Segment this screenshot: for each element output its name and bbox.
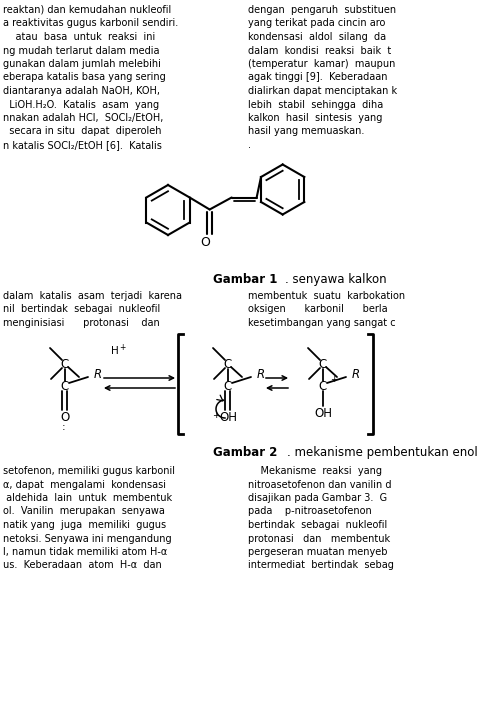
Text: dengan  pengaruh  substituen: dengan pengaruh substituen (248, 5, 396, 15)
Text: yang terikat pada cincin aro: yang terikat pada cincin aro (248, 19, 385, 28)
Text: O: O (60, 411, 70, 424)
Text: protonasi   dan   membentuk: protonasi dan membentuk (248, 534, 390, 544)
Text: hasil yang memuaskan.: hasil yang memuaskan. (248, 126, 364, 136)
Text: diantaranya adalah NaOH, KOH,: diantaranya adalah NaOH, KOH, (3, 86, 160, 96)
Text: nitroasetofenon dan vanilin d: nitroasetofenon dan vanilin d (248, 479, 391, 490)
Text: netoksi. Senyawa ini mengandung: netoksi. Senyawa ini mengandung (3, 534, 172, 544)
Text: gunakan dalam jumlah melebihi: gunakan dalam jumlah melebihi (3, 59, 161, 69)
Text: OH: OH (314, 407, 332, 420)
Text: .: . (248, 140, 251, 150)
Text: menginisiasi      protonasi    dan: menginisiasi protonasi dan (3, 318, 160, 328)
Text: dalam  kondisi  reaksi  baik  t: dalam kondisi reaksi baik t (248, 45, 391, 56)
Text: ng mudah terlarut dalam media: ng mudah terlarut dalam media (3, 45, 160, 56)
Text: C: C (224, 357, 232, 370)
Text: Gambar 2: Gambar 2 (213, 446, 277, 459)
Text: pergeseran muatan menyeb: pergeseran muatan menyeb (248, 547, 387, 557)
Text: n katalis SOCl₂/EtOH [6].  Katalis: n katalis SOCl₂/EtOH [6]. Katalis (3, 140, 162, 150)
Text: (temperatur  kamar)  maupun: (temperatur kamar) maupun (248, 59, 395, 69)
Text: ol.  Vanilin  merupakan  senyawa: ol. Vanilin merupakan senyawa (3, 507, 165, 516)
Text: R: R (257, 367, 265, 380)
Text: +: + (213, 411, 220, 420)
Text: dalam  katalis  asam  terjadi  karena: dalam katalis asam terjadi karena (3, 291, 182, 301)
Text: kondensasi  aldol  silang  da: kondensasi aldol silang da (248, 32, 386, 42)
Text: R: R (94, 367, 102, 380)
Text: . senyawa kalkon: . senyawa kalkon (285, 273, 386, 286)
Text: agak tinggi [9].  Keberadaan: agak tinggi [9]. Keberadaan (248, 72, 387, 82)
Text: +: + (330, 375, 337, 385)
Text: atau  basa  untuk  reaksi  ini: atau basa untuk reaksi ini (3, 32, 155, 42)
Text: C: C (61, 380, 69, 393)
Text: Gambar 1: Gambar 1 (213, 273, 277, 286)
Text: l, namun tidak memiliki atom H-α: l, namun tidak memiliki atom H-α (3, 547, 167, 557)
Text: nil  bertindak  sebagai  nukleofil: nil bertindak sebagai nukleofil (3, 305, 160, 315)
Text: +: + (119, 344, 125, 352)
Text: intermediat  bertindak  sebag: intermediat bertindak sebag (248, 560, 394, 570)
Text: O: O (201, 237, 211, 250)
Text: C: C (319, 380, 327, 393)
Text: oksigen      karbonil      berla: oksigen karbonil berla (248, 305, 387, 315)
Text: natik yang  juga  memiliki  gugus: natik yang juga memiliki gugus (3, 520, 166, 530)
Text: C: C (61, 357, 69, 370)
Text: dialirkan dapat menciptakan k: dialirkan dapat menciptakan k (248, 86, 397, 96)
Text: reaktan) dan kemudahan nukleofil: reaktan) dan kemudahan nukleofil (3, 5, 171, 15)
Text: C: C (319, 357, 327, 370)
Text: lebih  stabil  sehingga  diha: lebih stabil sehingga diha (248, 100, 383, 110)
Text: eberapa katalis basa yang sering: eberapa katalis basa yang sering (3, 72, 166, 82)
Text: kalkon  hasil  sintesis  yang: kalkon hasil sintesis yang (248, 113, 382, 123)
Text: H: H (111, 346, 119, 356)
Text: disajikan pada Gambar 3.  G: disajikan pada Gambar 3. G (248, 493, 387, 503)
Text: setofenon, memiliki gugus karbonil: setofenon, memiliki gugus karbonil (3, 466, 175, 476)
Text: OH: OH (219, 411, 237, 424)
Text: nnakan adalah HCl,  SOCl₂/EtOH,: nnakan adalah HCl, SOCl₂/EtOH, (3, 113, 164, 123)
Text: bertindak  sebagai  nukleofil: bertindak sebagai nukleofil (248, 520, 387, 530)
Text: LiOH.H₂O.  Katalis  asam  yang: LiOH.H₂O. Katalis asam yang (3, 100, 159, 110)
Text: α, dapat  mengalami  kondensasi: α, dapat mengalami kondensasi (3, 479, 166, 490)
Text: us.  Keberadaan  atom  H-α  dan: us. Keberadaan atom H-α dan (3, 560, 162, 570)
Text: Mekanisme  reaksi  yang: Mekanisme reaksi yang (248, 466, 382, 476)
Text: aldehida  lain  untuk  membentuk: aldehida lain untuk membentuk (3, 493, 172, 503)
Text: kesetimbangan yang sangat c: kesetimbangan yang sangat c (248, 318, 396, 328)
Text: membentuk  suatu  karbokation: membentuk suatu karbokation (248, 291, 405, 301)
Text: secara in situ  dapat  diperoleh: secara in situ dapat diperoleh (3, 126, 162, 136)
Text: . mekanisme pembentukan enol: . mekanisme pembentukan enol (287, 446, 478, 459)
Text: pada    p-nitroasetofenon: pada p-nitroasetofenon (248, 507, 372, 516)
Text: a reaktivitas gugus karbonil sendiri.: a reaktivitas gugus karbonil sendiri. (3, 19, 178, 28)
Text: R: R (352, 367, 360, 380)
Text: C: C (224, 380, 232, 393)
Text: :: : (62, 422, 66, 432)
